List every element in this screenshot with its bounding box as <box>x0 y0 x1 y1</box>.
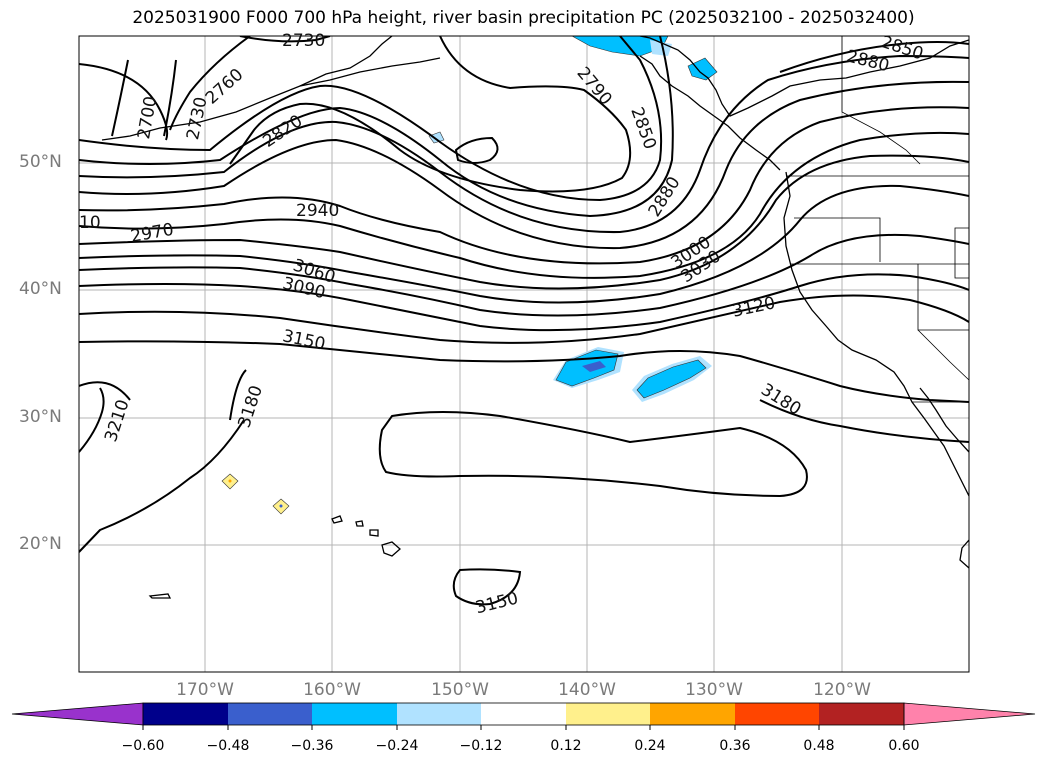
contour-3030 <box>79 184 969 304</box>
contour-3210 <box>79 387 105 453</box>
colorbar-segment <box>566 703 650 725</box>
colorbar-tick-label: −0.60 <box>121 738 165 754</box>
graticule <box>79 36 969 672</box>
coastlines <box>101 36 969 599</box>
contour-3090 <box>79 273 969 332</box>
lat-label-40n: 40°N <box>19 279 62 299</box>
lon-label-130w: 130°W <box>685 680 743 700</box>
colorbar-tick-label: 0.48 <box>803 738 835 754</box>
colorbar-segment <box>312 703 397 725</box>
contour-2700-west <box>111 59 129 137</box>
colorbar-tick-label: 0.12 <box>550 738 582 754</box>
colorbar-tick-label: −0.48 <box>206 738 250 754</box>
contour-label: 10 <box>79 213 101 233</box>
height-contours <box>79 36 969 606</box>
contour-3120 <box>79 294 969 344</box>
contour-2850-east <box>779 41 969 73</box>
lon-label-140w: 140°W <box>558 680 616 700</box>
contour-2730-b <box>163 59 177 137</box>
colorbar-segment <box>481 703 566 725</box>
contour-2970 <box>79 131 969 279</box>
contour-2910 <box>79 80 969 250</box>
contour-3180-closed <box>378 411 808 498</box>
island-midway <box>148 593 172 599</box>
contour-label: 2730 <box>282 31 325 51</box>
colorbar-tick-label: −0.24 <box>375 738 419 754</box>
border-washington-oregon <box>794 217 881 262</box>
precip-patch-east <box>636 359 707 399</box>
coastline-north-america <box>639 36 969 117</box>
precip-dot-2-core <box>279 504 283 508</box>
coastline-alaska-south <box>299 36 393 87</box>
colorbar-tick-label: 0.36 <box>719 738 751 754</box>
coastline-baja-tip <box>959 539 969 569</box>
colorbar <box>11 702 1036 730</box>
colorbar-segment <box>228 703 312 725</box>
colorbar-tick-label: −0.36 <box>290 738 334 754</box>
lon-label-160w: 160°W <box>303 680 361 700</box>
island-hawaii-1 <box>331 515 343 524</box>
colorbar-segment <box>735 703 819 725</box>
coastline-panhandle-islands <box>639 55 781 171</box>
colorbar-extend-low <box>11 702 144 726</box>
precip-patch-west-core <box>582 361 606 372</box>
lat-label-50n: 50°N <box>19 152 62 172</box>
island-hawaii-3 <box>369 529 379 537</box>
island-hawaii-4 <box>381 541 401 557</box>
contour-3180 <box>79 369 969 553</box>
contour-2940 <box>79 106 969 265</box>
border-idaho <box>954 227 969 279</box>
contour-label: 2940 <box>296 201 339 221</box>
contour-2850 <box>79 36 674 218</box>
precip-patch-small <box>428 131 445 144</box>
contour-2790 <box>229 36 632 193</box>
lat-label-20n: 20°N <box>19 534 62 554</box>
coastline-aleutians <box>101 57 441 141</box>
colorbar-segment <box>397 703 481 725</box>
lat-label-30n: 30°N <box>19 407 62 427</box>
contour-3150 <box>79 340 969 403</box>
lon-label-170w: 170°W <box>176 680 234 700</box>
colorbar-tick-label: 0.24 <box>634 738 666 754</box>
lon-label-120w: 120°W <box>813 680 871 700</box>
precip-patch-panhandle <box>687 57 718 81</box>
colorbar-tick-label: −0.12 <box>459 738 503 754</box>
border-alaska-canada <box>841 36 921 165</box>
colorbar-segment <box>819 703 904 725</box>
map-title: 2025031900 F000 700 hPa height, river ba… <box>132 8 915 28</box>
boundaries <box>786 36 969 403</box>
island-hawaii-2 <box>355 520 364 527</box>
contour-2730-west <box>79 63 169 141</box>
contour-2760 <box>169 36 251 131</box>
colorbar-segment <box>650 703 735 725</box>
contour-3150-south <box>452 568 522 606</box>
lon-label-150w: 150°W <box>431 680 489 700</box>
contour-2820 <box>79 36 663 202</box>
precip-patch-alaska-halo <box>650 40 672 56</box>
colorbar-extend-high <box>903 702 1036 726</box>
contour-3000 <box>79 154 969 290</box>
contour-3060 <box>79 233 969 317</box>
map-frame <box>78 35 970 673</box>
colorbar-segment <box>143 703 228 725</box>
border-california-nevada <box>917 329 969 381</box>
colorbar-frame <box>142 702 905 726</box>
colorbar-tick-label: 0.60 <box>888 738 920 754</box>
coastline-west-coast <box>783 171 969 497</box>
map-area <box>79 36 969 672</box>
precip-dot-1-core <box>228 479 232 483</box>
precip-shading <box>221 36 718 515</box>
contour-2880 <box>79 54 969 234</box>
